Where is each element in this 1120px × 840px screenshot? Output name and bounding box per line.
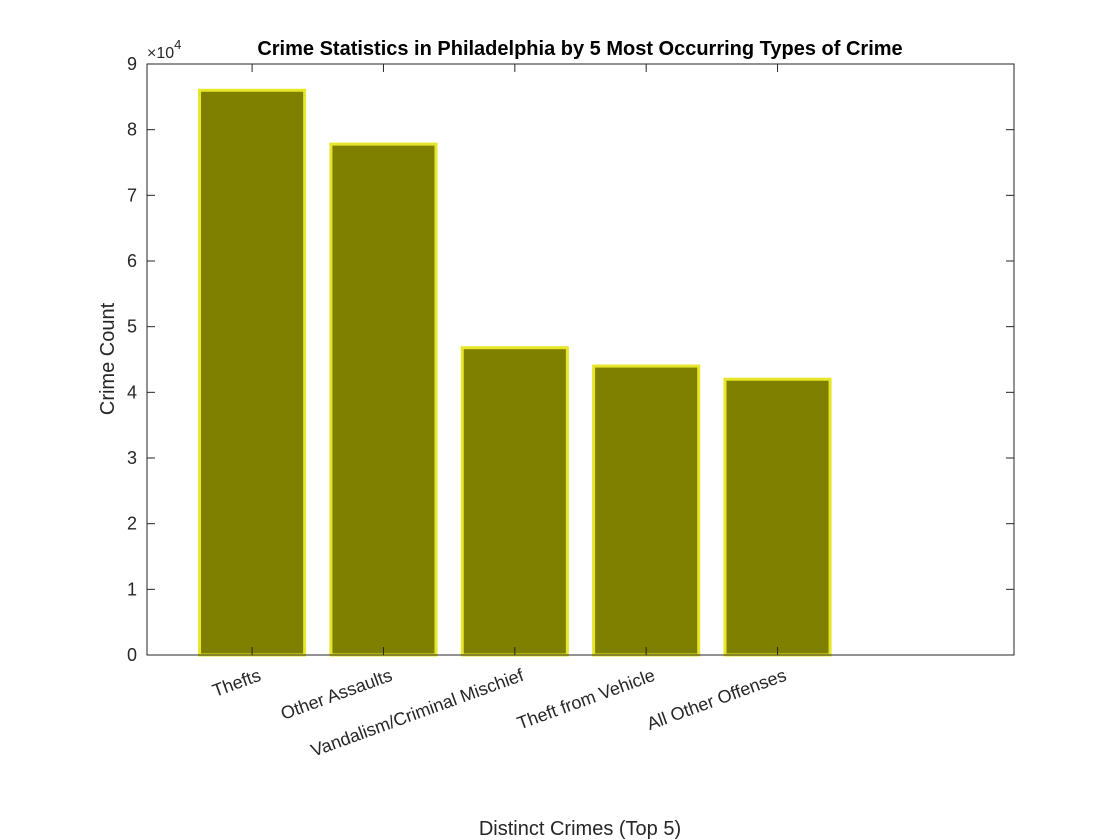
bar-vandalism-criminal-mischief bbox=[460, 346, 569, 657]
axes-box bbox=[146, 63, 1015, 656]
y-tick-label: 8 bbox=[127, 120, 137, 140]
axes-layer bbox=[146, 63, 1015, 656]
x-tick-label: Vandalism/Criminal Mischief bbox=[308, 665, 527, 761]
y-axis-exponent-base: ×10 bbox=[147, 45, 174, 62]
y-tick-label: 6 bbox=[127, 251, 137, 271]
x-tick-label: Other Assaults bbox=[278, 665, 395, 724]
x-tick-label: Thefts bbox=[210, 665, 264, 701]
y-tick-label: 9 bbox=[127, 54, 137, 74]
y-tick-label: 4 bbox=[127, 382, 137, 402]
y-axis-exponent: ×104 bbox=[147, 37, 181, 62]
y-tick-label: 3 bbox=[127, 448, 137, 468]
x-tick-label: All Other Offenses bbox=[644, 665, 789, 734]
y-tick-label: 1 bbox=[127, 579, 137, 599]
chart-title: Crime Statistics in Philadelphia by 5 Mo… bbox=[257, 38, 902, 60]
x-axis-label: Distinct Crimes (Top 5) bbox=[479, 818, 681, 840]
bar-other-assaults bbox=[329, 142, 438, 657]
y-tick-label: 5 bbox=[127, 317, 137, 337]
bar-theft-from-vehicle bbox=[592, 364, 701, 657]
bars-layer bbox=[198, 88, 832, 657]
y-tick-label: 2 bbox=[127, 514, 137, 534]
y-axis-exponent-power: 4 bbox=[174, 37, 181, 52]
y-axis-label: Crime Count bbox=[97, 302, 119, 415]
y-tick-label: 7 bbox=[127, 185, 137, 205]
bar-all-other-offenses bbox=[723, 377, 832, 657]
x-tick-label: Theft from Vehicle bbox=[514, 665, 657, 733]
bar-thefts bbox=[198, 88, 307, 657]
y-tick-label: 0 bbox=[127, 645, 137, 665]
